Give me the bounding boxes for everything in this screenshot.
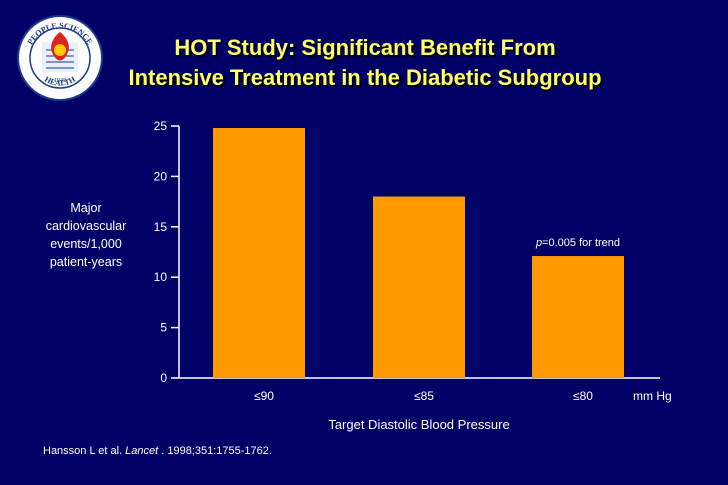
y-tick-label: 5 (160, 321, 167, 335)
bar-2 (373, 196, 465, 378)
y-tick-label: 10 (154, 270, 168, 284)
x-axis-title: Target Diastolic Blood Pressure (328, 417, 509, 432)
x-category-label: ≤85 (414, 389, 434, 403)
citation-journal: Lancet (125, 445, 159, 457)
title-line-1: HOT Study: Significant Benefit From (174, 35, 556, 60)
p-value-annotation: p=0.005 for trend (535, 237, 620, 249)
chart-labels: 0 5 10 15 20 25 ≤90 ≤85 ≤80 mm Hg Target Diastolic… (46, 119, 672, 432)
svg-text:HEALTH: HEALTH (43, 74, 77, 87)
logo-year: 1948 (54, 78, 66, 84)
y-tick-label: 15 (154, 220, 168, 234)
x-unit-label: mm Hg (633, 389, 672, 403)
citation: Hansson L et al. Lancet . 1998;351:1755-… (43, 445, 272, 457)
slide-title: HOT Study: Significant Benefit From Inte… (60, 33, 670, 93)
logo-emblem: PEOPLE SCIENCE HEALTH 1948 (17, 15, 103, 101)
y-tick-label: 20 (154, 169, 168, 183)
y-axis-title-line: patient-years (50, 255, 122, 269)
logo-bottom-text: HEALTH (43, 74, 77, 87)
bar-1 (213, 128, 305, 378)
y-tick-label: 0 (160, 371, 167, 385)
title-line-2: Intensive Treatment in the Diabetic Subg… (128, 65, 602, 90)
y-axis-title-line: events/1,000 (50, 237, 122, 251)
chart-bars (213, 128, 624, 378)
citation-details: . 1998;351:1755-1762. (161, 445, 272, 457)
p-value-text: =0.005 for trend (542, 237, 620, 249)
y-axis-title-line: Major (70, 201, 101, 215)
x-category-label: ≤80 (573, 389, 593, 403)
y-axis-title-line: cardiovascular (46, 219, 127, 233)
bar-3 (532, 256, 624, 378)
p-value-symbol: p (535, 237, 542, 249)
y-tick-label: 25 (154, 119, 168, 133)
y-axis-title: Major cardiovascular events/1,000 patient-y… (46, 201, 127, 269)
x-category-label: ≤90 (254, 389, 274, 403)
citation-authors: Hansson L et al. (43, 445, 126, 457)
